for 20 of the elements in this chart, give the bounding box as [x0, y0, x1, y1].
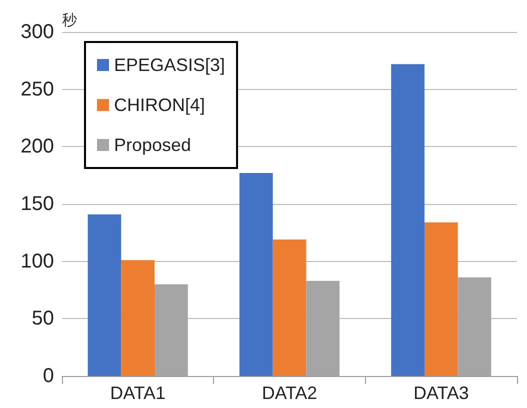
y-tick-label: 250 — [20, 78, 54, 100]
y-axis-title: 秒 — [62, 12, 77, 29]
y-tick-label: 0 — [42, 365, 54, 387]
x-tick-label: DATA1 — [110, 383, 166, 403]
bar — [88, 214, 122, 376]
x-tick-label: DATA2 — [262, 383, 318, 403]
y-tick-label: 50 — [32, 308, 54, 330]
y-tick-label: 200 — [20, 136, 54, 158]
bar — [239, 173, 273, 376]
x-tick-label: DATA3 — [413, 383, 469, 403]
y-tick-label: 300 — [20, 21, 54, 43]
y-tick-label: 150 — [20, 193, 54, 215]
bar — [121, 260, 155, 376]
legend-label: EPEGASIS[3] — [114, 55, 226, 75]
legend-label: Proposed — [114, 135, 192, 155]
bar — [391, 64, 424, 376]
bar — [424, 222, 458, 376]
legend-label: CHIRON[4] — [114, 95, 206, 115]
bar — [272, 240, 306, 376]
y-tick-label: 100 — [20, 250, 54, 272]
